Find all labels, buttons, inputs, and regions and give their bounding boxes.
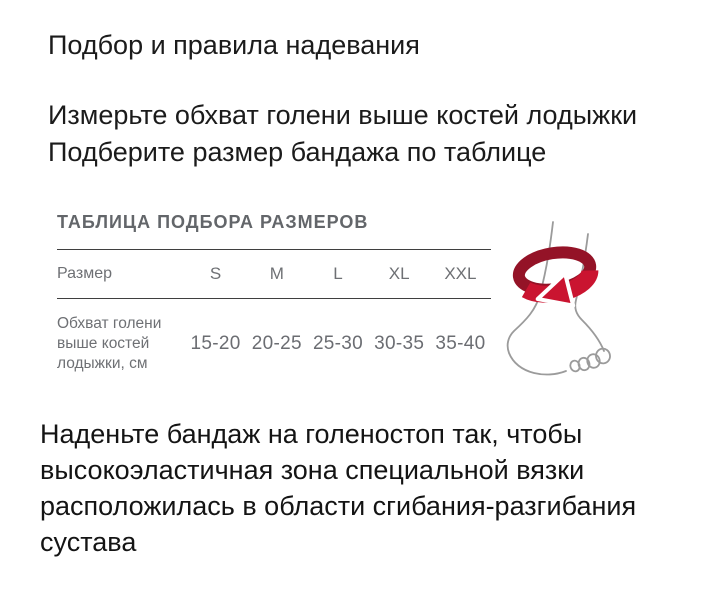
size-cell-m: M [269,264,284,283]
range-cell-l: 25-30 [312,333,364,354]
outro-line-4: сустава [40,527,137,557]
outro-line-2: высокоэластичная зона специальной вязки [40,455,585,485]
measuring-band-arrow-icon [512,246,599,308]
intro-line-2: Подберите размер бандажа по таблице [48,137,547,167]
row-label-circumference: Обхват голени выше костей лодыжки, см [57,315,162,372]
intro-paragraph: Измерьте обхват голени выше костей лодыж… [48,97,637,171]
range-cell-xl: 30-35 [374,333,425,354]
size-cell-l: L [333,264,343,283]
table-title: ТАБЛИЦА ПОДБОРА РАЗМЕРОВ [57,212,369,232]
table-rule-top [57,249,491,250]
table-row-sizes: Размер S M L XL XXL [57,250,491,298]
outro-paragraph: Наденьте бандаж на голеностоп так, чтобы… [40,416,636,560]
size-cell-xxl: XXL [444,264,477,283]
size-selection-table: ТАБЛИЦА ПОДБОРА РАЗМЕРОВ Размер S M L XL… [57,212,491,392]
ankle-measurement-icon [506,221,611,376]
page-title: Подбор и правила надевания [48,30,420,60]
table-row-ranges: Обхват голени выше костей лодыжки, см 15… [57,299,491,392]
range-cell-m: 20-25 [251,333,302,354]
outro-line-3: расположилась в области сгибания-разгиба… [40,491,637,521]
ankle-measurement-illustration [498,214,638,387]
outro-line-1: Наденьте бандаж на голеностоп так, чтобы [40,419,583,449]
intro-line-1: Измерьте обхват голени выше костей лодыж… [48,100,638,130]
size-cell-xl: XL [388,264,410,283]
range-cell-s: 15-20 [190,333,241,354]
table-rule-middle [57,298,491,299]
range-cell-xxl: 35-40 [435,333,486,354]
size-cell-s: S [209,264,222,283]
row-label-size: Размер [57,265,112,282]
